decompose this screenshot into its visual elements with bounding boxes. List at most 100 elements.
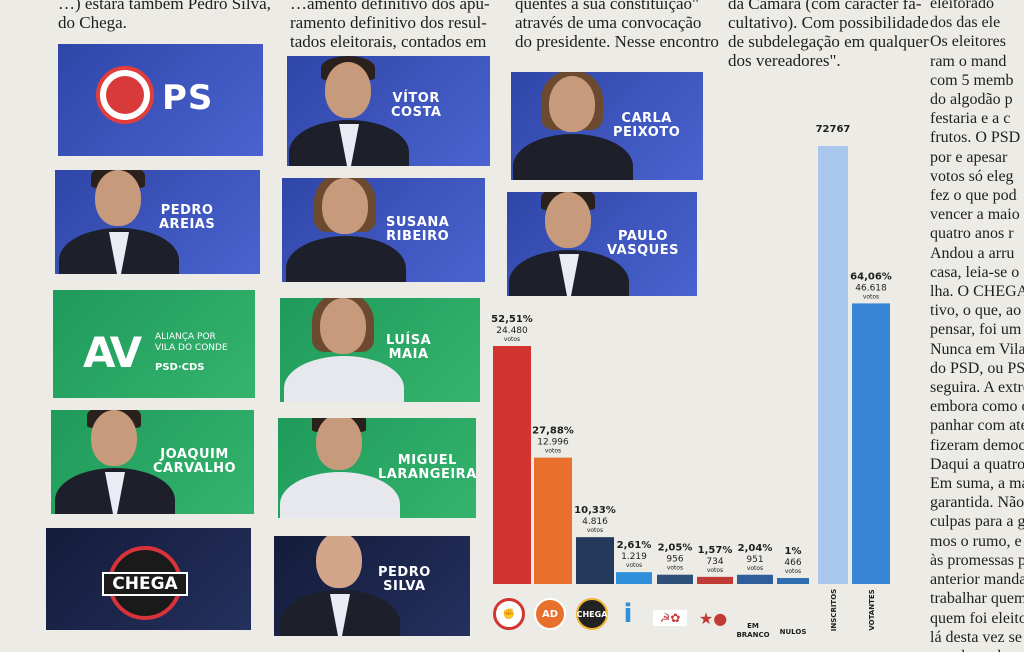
article-line: Em suma, a maio (930, 475, 1024, 493)
candidate-pedro-areias: PEDRO AREIAS (55, 170, 260, 274)
ps-party-icon: ✊ (493, 598, 525, 630)
article-line: cultativo). Com possibilidade (728, 13, 929, 32)
bar-votantes (852, 303, 890, 584)
candidate-photo (284, 298, 404, 402)
bar-il (616, 572, 652, 584)
article-line: quentes à sua constituição" (515, 0, 699, 13)
candidate-name: MIGUEL LARANGEIRA (378, 453, 476, 482)
candidate-name: PAULO VASQUES (607, 229, 679, 258)
article-line: culpas para a gov (930, 513, 1024, 531)
candidate-miguel-larangeira: MIGUEL LARANGEIRA (278, 418, 476, 518)
bar-percent-label: 1% (785, 546, 802, 557)
av-parties-label: PSD·CDS (155, 362, 205, 373)
candidate-vitor-costa: VÍTOR COSTA (287, 56, 490, 166)
candidate-luisa-maia: LUÍSA MAIA (280, 298, 480, 402)
bar-unit-label: votos (747, 565, 763, 572)
ps-logo-tile: PS (58, 44, 263, 156)
bar-percent-label: 2,04% (738, 543, 773, 554)
bar-value-label: 12.996 (537, 438, 569, 448)
article-line: anterior mandato (930, 571, 1024, 589)
be-party-icon: ★● (698, 608, 728, 628)
article-line: Os eleitores (930, 33, 1006, 51)
article-column-2: …amento definitivo dos apu- ramento defi… (290, 0, 490, 51)
article-line: garantida. Não h (930, 494, 1024, 512)
bar-unit-label: votos (545, 448, 561, 455)
article-line: para bem de todos (930, 647, 1024, 652)
candidate-photo (280, 536, 400, 636)
article-line: lha. O CHEGA (930, 283, 1024, 301)
candidate-photo (55, 410, 175, 514)
bar-value-label: 956 (666, 555, 683, 565)
candidate-name: PEDRO AREIAS (159, 203, 216, 232)
bar-unit-label: votos (626, 562, 642, 569)
bar-value-label: 4.816 (582, 517, 608, 527)
article-line: tivo, o que, ao (930, 302, 1022, 320)
article-line: com 5 memb (930, 71, 1014, 89)
article-line: fez o que pod (930, 187, 1017, 205)
bar-percent-label: 64,06% (850, 271, 892, 282)
candidate-paulo-vasques: PAULO VASQUES (507, 192, 697, 296)
candidate-name: SUSANA RIBEIRO (386, 215, 450, 244)
article-line: mos o rumo, e não (930, 532, 1024, 550)
article-line: …) estará também Pedro Silva, (58, 0, 271, 13)
bar-percent-label: 52,51% (491, 314, 533, 325)
candidate-photo (509, 192, 629, 296)
bar-ps (493, 346, 531, 584)
article-line: tados eleitorais, contados em (290, 32, 487, 51)
bar-ad (534, 457, 572, 584)
article-line: Daqui a quatro a (930, 455, 1024, 473)
candidate-pedro-silva: PEDRO SILVA (274, 536, 470, 636)
chega-logo-tile: CHEGA (46, 528, 251, 630)
axis-label-nulos: NULOS (780, 628, 807, 636)
bar-percent-label: 2,61% (617, 540, 652, 551)
bar-percent-label: 1,57% (698, 545, 733, 556)
bar-unit-label: votos (707, 567, 723, 574)
bar-value-label: 951 (746, 555, 763, 565)
article-line: trabalhar quem fo (930, 590, 1024, 608)
bar-value-label: 46.618 (855, 283, 887, 293)
article-line: pensar, foi um (930, 321, 1022, 339)
candidate-photo (280, 418, 400, 518)
article-line: ramento definitivo dos resul- (290, 13, 487, 32)
bar-value-label: 734 (706, 557, 723, 567)
article-line: às promessas po (930, 551, 1024, 569)
bar-nulos (777, 578, 809, 584)
candidate-name: VÍTOR COSTA (391, 91, 442, 120)
axis-label-votantes: VOTANTES (868, 589, 876, 630)
il-party-icon: i (623, 599, 633, 629)
axis-label-em-branco: EM BRANCO (736, 622, 769, 639)
article-line: panhar com aten (930, 417, 1024, 435)
article-line: do Chega. (58, 13, 127, 32)
article-line: Nunca em Vila (930, 340, 1024, 358)
article-column-4: da Câmara (com carácter fa- cultativo). … (728, 0, 929, 70)
ps-logo-text: PS (162, 78, 214, 118)
bar-be (697, 576, 733, 584)
bar-unit-label: votos (785, 568, 801, 575)
article-line: de subdelegação em qualquer (728, 32, 929, 51)
bar-percent-label: 27,88% (532, 426, 574, 437)
av-logo-tile: AV ALIANÇA POR VILA DO CONDE PSD·CDS (53, 290, 255, 398)
article-line: por e apesar (930, 148, 1008, 166)
article-line: dos das ele (930, 14, 1001, 32)
candidate-photo (289, 56, 409, 166)
article-line: ram o mand (930, 52, 1007, 70)
article-line: …amento definitivo dos apu- (290, 0, 490, 13)
bar-unit-label: votos (863, 293, 879, 300)
article-line: fizeram democra (930, 436, 1024, 454)
ad-party-icon: AD (534, 598, 566, 630)
bar-cdu (657, 574, 693, 584)
bar-value-label: 466 (784, 558, 801, 568)
article-line: da Câmara (com carácter fa- (728, 0, 922, 13)
candidate-joaquim-carvalho: JOAQUIM CARVALHO (51, 410, 254, 514)
chega-logo-text: CHEGA (102, 572, 188, 596)
candidate-photo (286, 178, 406, 282)
ps-fist-icon (96, 66, 154, 124)
bar-value-label: 24.480 (496, 326, 528, 336)
article-line: através de uma convocação (515, 13, 702, 32)
bar-unit-label: votos (587, 527, 603, 534)
article-line: vencer a maio (930, 206, 1020, 224)
article-line: Andou a arru (930, 244, 1015, 262)
article-line: festaria e a c (930, 110, 1011, 128)
article-line: embora como o (930, 398, 1024, 416)
candidate-name: CARLA PEIXOTO (613, 111, 681, 140)
